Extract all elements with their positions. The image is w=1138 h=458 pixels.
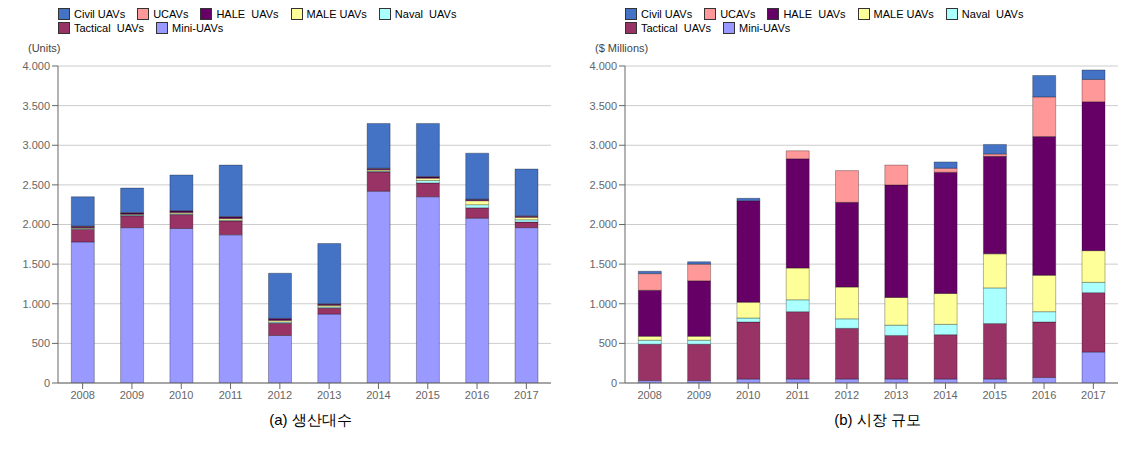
svg-text:500: 500 — [32, 337, 50, 349]
svg-text:1.000: 1.000 — [22, 298, 50, 310]
svg-text:0: 0 — [44, 377, 50, 389]
svg-text:2015: 2015 — [983, 389, 1007, 401]
svg-text:3.000: 3.000 — [22, 139, 50, 151]
svg-text:1.000: 1.000 — [589, 298, 617, 310]
svg-text:2011: 2011 — [786, 389, 810, 401]
svg-text:2017: 2017 — [1081, 389, 1105, 401]
html-text:Civil UAVs: Civil UAVs — [74, 8, 126, 20]
svg-text:2.000: 2.000 — [22, 218, 50, 230]
svg-text:2014: 2014 — [366, 389, 390, 401]
svg-text:2008: 2008 — [637, 389, 661, 401]
svg-text:4.000: 4.000 — [589, 60, 617, 72]
svg-text:2017: 2017 — [514, 389, 538, 401]
svg-text:2010: 2010 — [169, 389, 193, 401]
svg-text:2012: 2012 — [835, 389, 859, 401]
html-text:HALE UAVs: HALE UAVs — [216, 8, 279, 20]
svg-text:2009: 2009 — [120, 389, 144, 401]
svg-text:2015: 2015 — [416, 389, 440, 401]
html-text:Mini-UAVs: Mini-UAVs — [739, 22, 791, 34]
svg-text:3.000: 3.000 — [589, 139, 617, 151]
svg-text:2016: 2016 — [1032, 389, 1056, 401]
html-text:($ Millions): ($ Millions) — [595, 42, 649, 54]
svg-text:4.000: 4.000 — [22, 60, 50, 72]
svg-text:2.500: 2.500 — [22, 179, 50, 191]
svg-text:2013: 2013 — [317, 389, 341, 401]
html-text:Tactical UAVs: Tactical UAVs — [641, 22, 712, 34]
svg-text:2016: 2016 — [465, 389, 489, 401]
svg-text:2014: 2014 — [933, 389, 957, 401]
html-text:MALE UAVs: MALE UAVs — [873, 8, 934, 20]
html-text:Naval UAVs: Naval UAVs — [961, 8, 1024, 20]
svg-text:2.000: 2.000 — [589, 218, 617, 230]
html-text:HALE UAVs: HALE UAVs — [783, 8, 846, 20]
html-text:Naval UAVs: Naval UAVs — [394, 8, 457, 20]
svg-text:1.500: 1.500 — [589, 258, 617, 270]
svg-text:2010: 2010 — [736, 389, 760, 401]
html-text:MALE UAVs: MALE UAVs — [306, 8, 367, 20]
html-text:(b) 시장 규모: (b) 시장 규모 — [834, 411, 921, 428]
html-text:UCAVs: UCAVs — [153, 8, 189, 20]
html-text:Tactical UAVs: Tactical UAVs — [74, 22, 145, 34]
svg-text:2009: 2009 — [687, 389, 711, 401]
svg-text:3.500: 3.500 — [22, 100, 50, 112]
html-text:(Units): (Units) — [28, 42, 61, 54]
html-text:UCAVs: UCAVs — [720, 8, 756, 20]
svg-text:2008: 2008 — [70, 389, 94, 401]
html-text:Mini-UAVs: Mini-UAVs — [172, 22, 224, 34]
html-text:(a) 생산대수: (a) 생산대수 — [269, 411, 352, 428]
svg-text:3.500: 3.500 — [589, 100, 617, 112]
svg-text:1.500: 1.500 — [22, 258, 50, 270]
svg-text:2.500: 2.500 — [589, 179, 617, 191]
svg-text:500: 500 — [599, 337, 617, 349]
svg-text:2012: 2012 — [268, 389, 292, 401]
svg-text:2011: 2011 — [219, 389, 243, 401]
html-text:Civil UAVs: Civil UAVs — [641, 8, 693, 20]
svg-text:2013: 2013 — [884, 389, 908, 401]
svg-text:0: 0 — [611, 377, 617, 389]
